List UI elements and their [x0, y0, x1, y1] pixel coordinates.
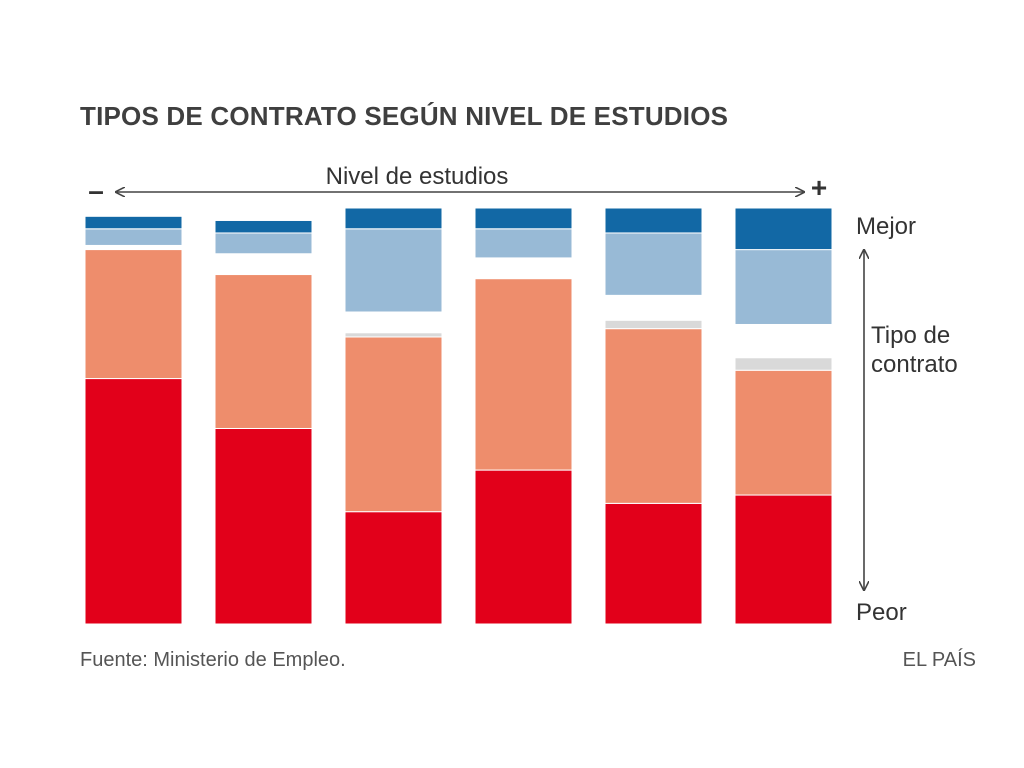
- publisher-brand: EL PAÍS: [902, 649, 976, 671]
- axis-high-marker: +: [811, 172, 827, 203]
- bar-5-segment-3: [604, 319, 703, 330]
- bar-3-segment-6: [344, 207, 443, 230]
- y-axis-label-line-2: contrato: [871, 351, 958, 378]
- bar-3-segment-2: [344, 336, 443, 513]
- bar-3-segment-5: [344, 228, 443, 313]
- bar-6-segment-2: [734, 369, 833, 496]
- bar-1-segment-5: [84, 228, 183, 246]
- bar-1-segment-2: [84, 249, 183, 380]
- bar-1-segment-1: [84, 378, 183, 625]
- bar-2-segment-2: [214, 274, 313, 429]
- y-axis-contract: Mejor Tipo de contrato Peor: [856, 213, 958, 626]
- bar-6-segment-3: [734, 357, 833, 371]
- y-axis-bottom-label: Peor: [856, 599, 907, 626]
- y-axis-top-label: Mejor: [856, 213, 916, 240]
- axis-low-marker: –: [88, 175, 104, 206]
- bar-6-segment-5: [734, 249, 833, 325]
- bar-4-segment-1: [474, 469, 573, 625]
- bar-5-segment-5: [604, 232, 703, 296]
- bar-3-segment-3: [344, 332, 443, 338]
- bar-1-segment-6: [84, 215, 183, 230]
- bar-6-segment-6: [734, 207, 833, 251]
- chart-title: TIPOS DE CONTRATO SEGÚN NIVEL DE ESTUDIO…: [80, 101, 729, 131]
- y-axis-label: Tipo de contrato: [871, 322, 958, 378]
- x-axis-education: – + Nivel de estudios: [88, 163, 827, 206]
- bar-3-segment-1: [344, 511, 443, 625]
- y-axis-label-line-1: Tipo de: [871, 322, 950, 349]
- x-axis-label: Nivel de estudios: [326, 163, 509, 190]
- bars-group: [84, 207, 833, 625]
- bar-4-segment-2: [474, 278, 573, 471]
- bar-6-segment-1: [734, 494, 833, 625]
- bar-2-segment-6: [214, 219, 313, 234]
- bar-4-segment-5: [474, 228, 573, 259]
- bar-5-segment-1: [604, 502, 703, 625]
- bar-5-segment-2: [604, 328, 703, 504]
- source-note: Fuente: Ministerio de Empleo.: [80, 649, 346, 671]
- bar-4-segment-6: [474, 207, 573, 230]
- bar-5-segment-6: [604, 207, 703, 234]
- bar-2-segment-5: [214, 232, 313, 255]
- bar-2-segment-1: [214, 427, 313, 625]
